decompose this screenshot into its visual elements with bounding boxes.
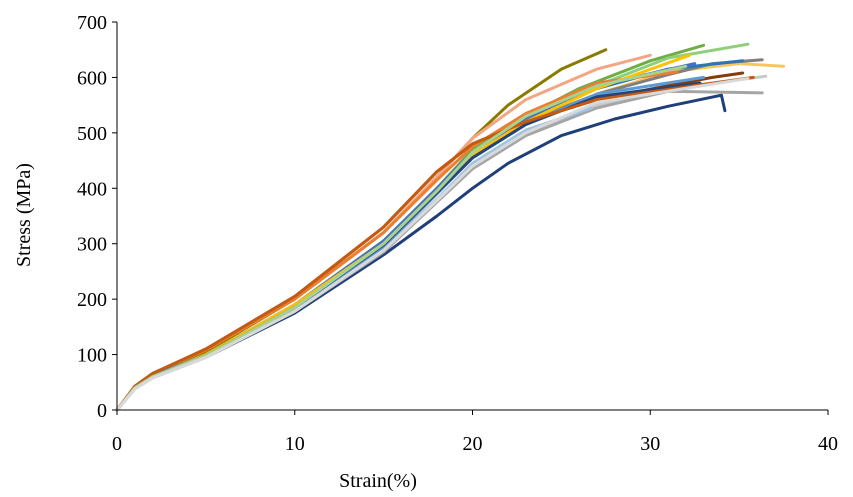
x-tick-label: 30 — [640, 433, 660, 455]
y-tick-label: 300 — [77, 234, 107, 256]
y-tick-label: 100 — [77, 345, 107, 367]
series-line-20 — [115, 77, 750, 412]
x-axis: 0 10 20 30 40 — [112, 409, 838, 455]
plot-area — [115, 42, 786, 412]
x-tick-label: 0 — [112, 433, 122, 455]
series-line-18 — [115, 75, 755, 412]
x-axis-title: Strain(%) — [339, 470, 417, 492]
y-tick-label: 400 — [77, 178, 107, 200]
y-tick-label: 500 — [77, 123, 107, 145]
series-line-10 — [115, 74, 768, 412]
series-line-17 — [115, 81, 702, 412]
series-line-7 — [115, 58, 764, 412]
series-line-9 — [115, 59, 745, 412]
series-line-6 — [115, 62, 786, 412]
series-line-1 — [115, 93, 727, 412]
x-tick-label: 20 — [463, 433, 483, 455]
y-axis: 0 100 200 300 400 500 600 700 — [77, 12, 118, 422]
y-tick-label: 600 — [77, 67, 107, 89]
x-tick-label: 40 — [818, 433, 838, 455]
y-tick-label: 200 — [77, 289, 107, 311]
series-line-16 — [115, 75, 706, 412]
series-line-11 — [115, 89, 764, 412]
y-tick-label: 0 — [97, 400, 107, 422]
series-line-8 — [115, 71, 745, 412]
y-axis-title: Stress (MPa) — [13, 163, 35, 267]
y-tick-label: 700 — [77, 12, 107, 34]
x-tick-label: 10 — [285, 433, 305, 455]
